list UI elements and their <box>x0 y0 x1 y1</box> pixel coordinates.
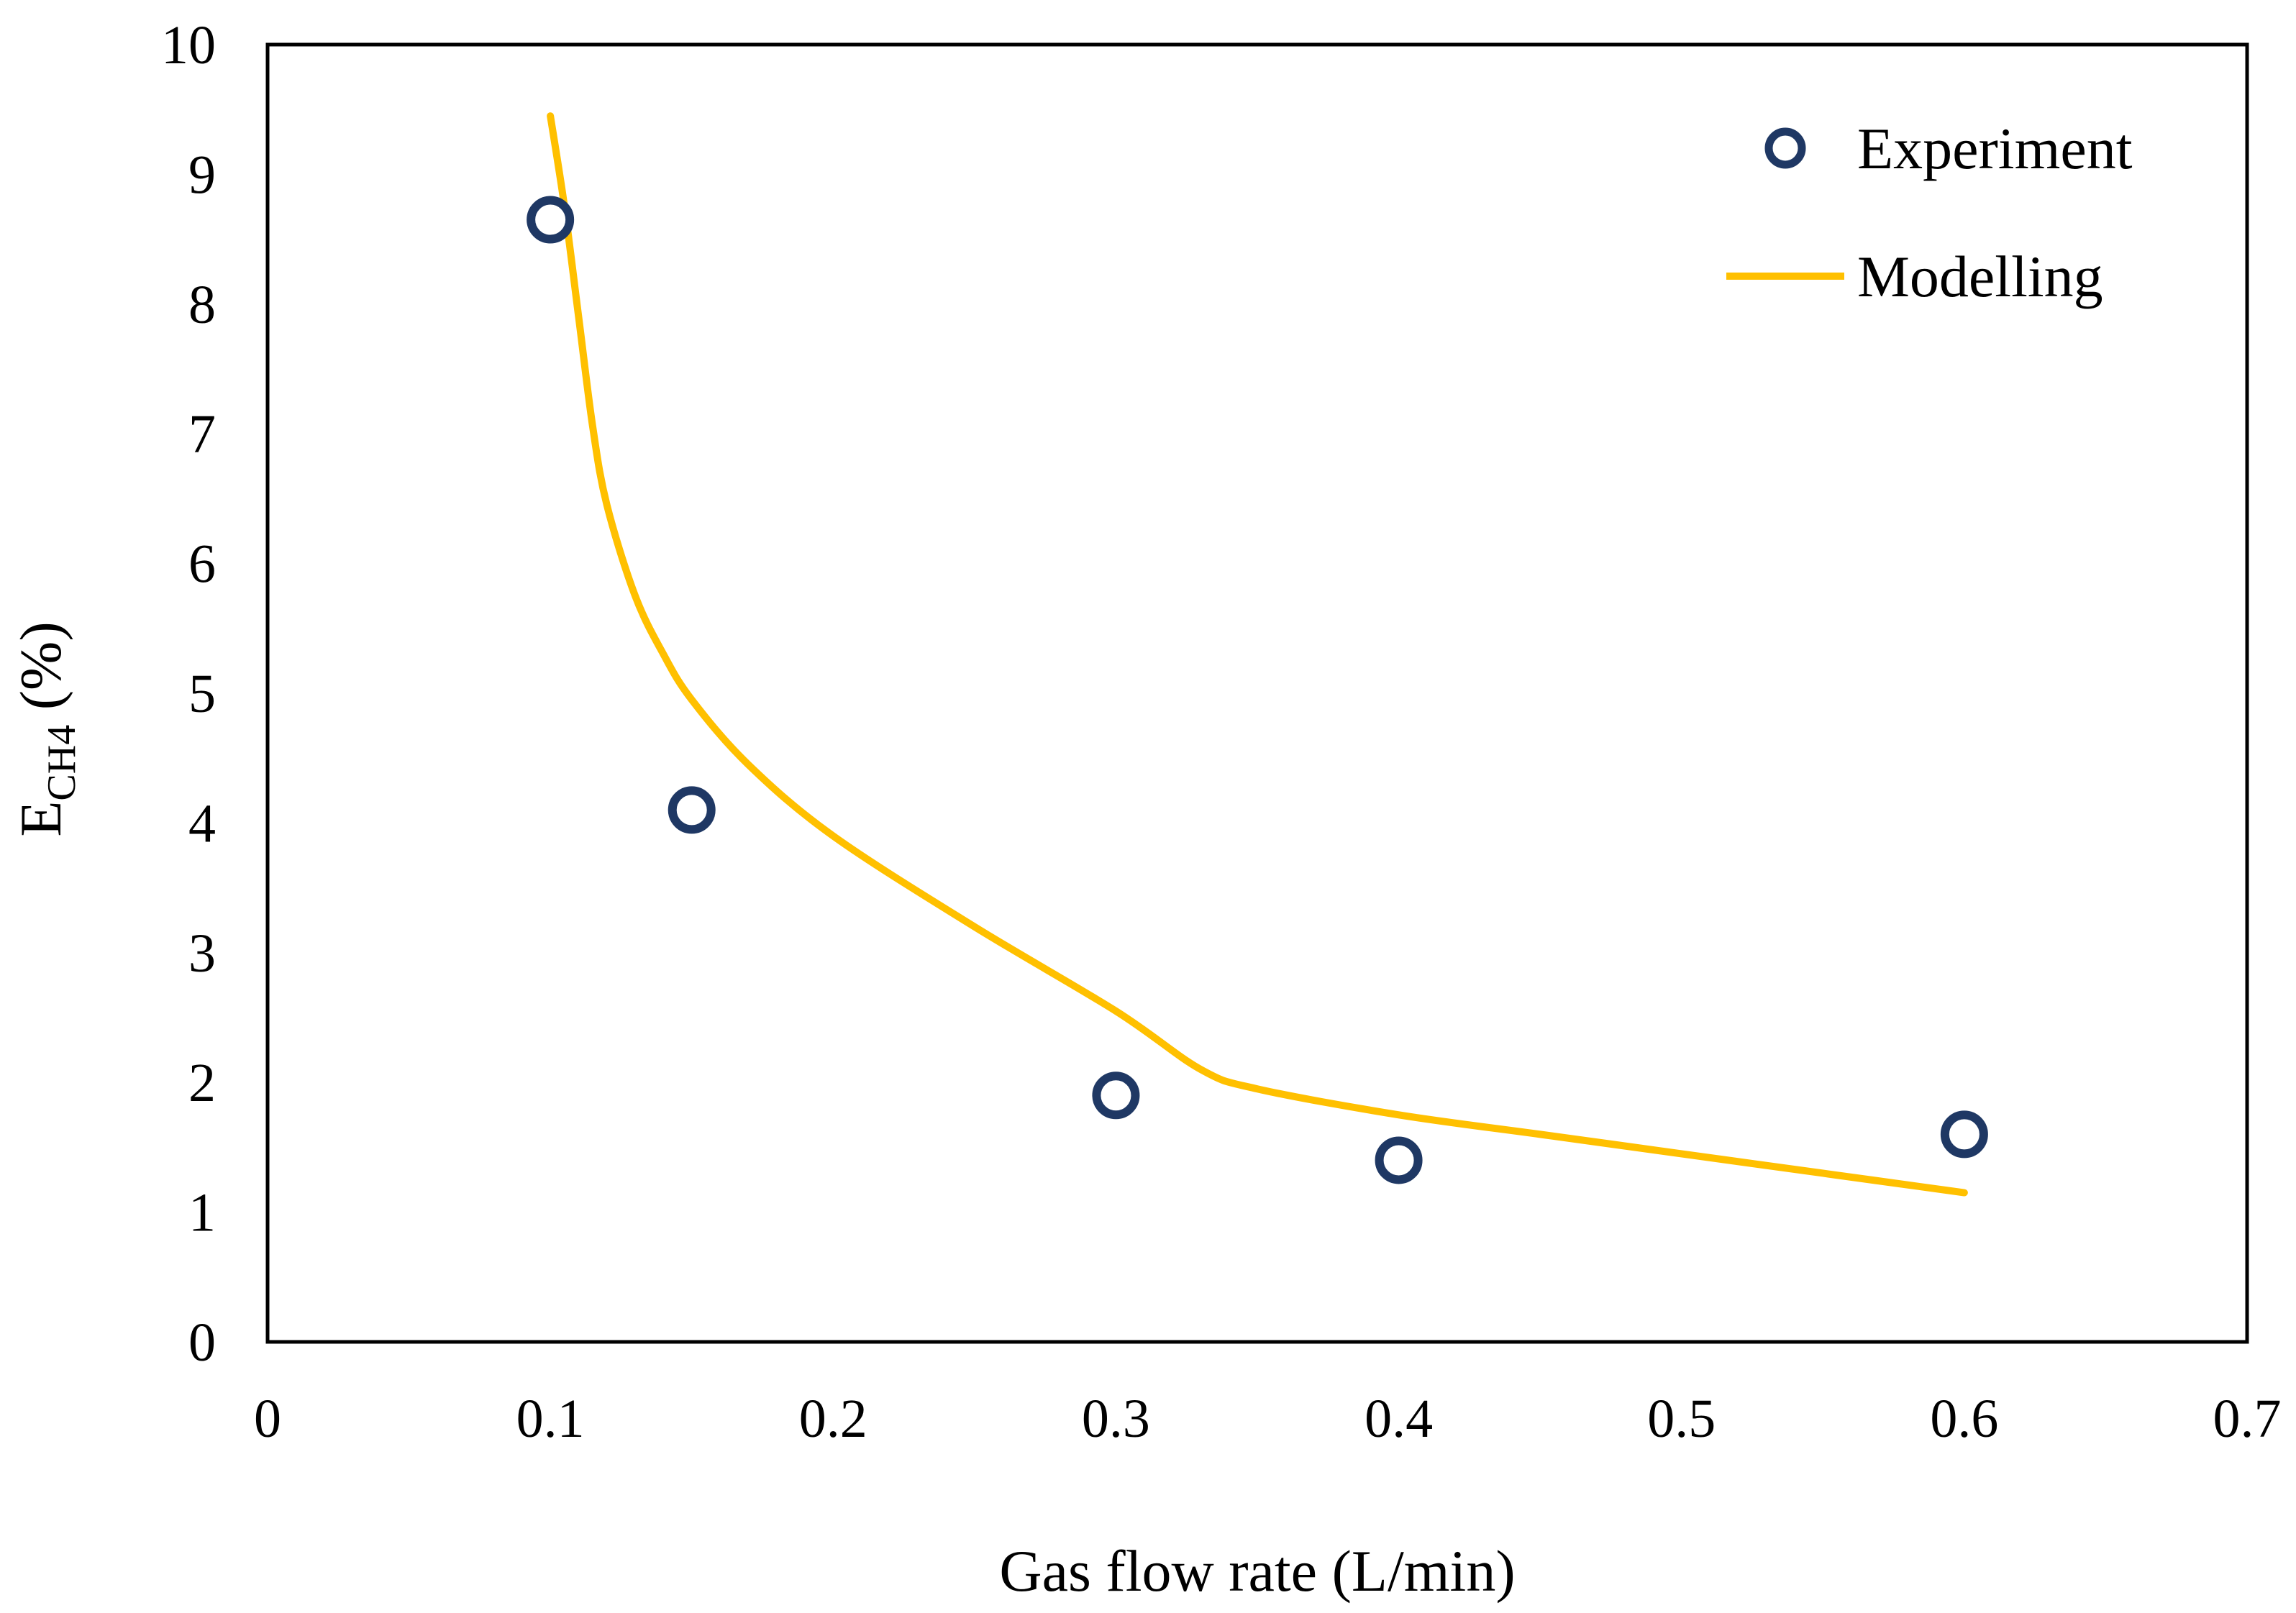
legend-label: Experiment <box>1857 116 2133 181</box>
y-tick-label: 7 <box>188 404 216 465</box>
x-tick-label: 0.3 <box>1082 1389 1150 1449</box>
x-tick-label: 0.7 <box>2213 1389 2282 1449</box>
x-tick-label: 0.4 <box>1365 1389 1433 1449</box>
experiment-point <box>1375 1136 1423 1184</box>
legend-experiment-symbol <box>1764 127 1806 169</box>
y-tick-label: 8 <box>188 275 216 335</box>
experiment-point <box>527 196 575 244</box>
y-tick-label: 4 <box>188 793 216 854</box>
x-axis-title: Gas flow rate (L/min) <box>999 1538 1515 1604</box>
plot-frame <box>265 42 2249 1344</box>
y-tick-label: 9 <box>188 145 216 205</box>
x-axis-tick-labels: 0 0.1 0.2 0.3 0.4 0.5 0.6 0.7 <box>254 1389 2282 1449</box>
experiment-point <box>668 786 716 834</box>
x-tick-label: 0.5 <box>1647 1389 1716 1449</box>
x-tick-label: 0 <box>254 1389 281 1449</box>
y-axis-tick-labels: 0 1 2 3 4 5 6 7 8 9 10 <box>161 15 216 1373</box>
experiment-point <box>1940 1110 1988 1159</box>
y-tick-label: 1 <box>188 1183 216 1243</box>
y-tick-label: 5 <box>188 664 216 724</box>
experiment-point <box>1092 1071 1140 1120</box>
y-axis-title-main: E <box>8 801 73 837</box>
x-tick-label: 0.1 <box>516 1389 585 1449</box>
x-tick-label: 0.2 <box>799 1389 867 1449</box>
y-tick-label: 0 <box>188 1312 216 1373</box>
y-tick-label: 10 <box>161 15 216 76</box>
x-tick-label: 0.6 <box>1930 1389 1998 1449</box>
y-tick-label: 3 <box>188 923 216 984</box>
y-tick-label: 6 <box>188 534 216 595</box>
modelling-line <box>547 112 1968 1197</box>
legend: Experiment Modelling <box>1726 116 2133 309</box>
legend-label: Modelling <box>1857 244 2103 309</box>
y-axis-title-subscript: CH4 <box>40 725 84 801</box>
y-tick-label: 2 <box>188 1053 216 1113</box>
plot-layer <box>527 112 1988 1197</box>
y-axis-title: ECH4 (%) <box>8 621 84 836</box>
y-axis-title-suffix: (%) <box>8 621 73 724</box>
